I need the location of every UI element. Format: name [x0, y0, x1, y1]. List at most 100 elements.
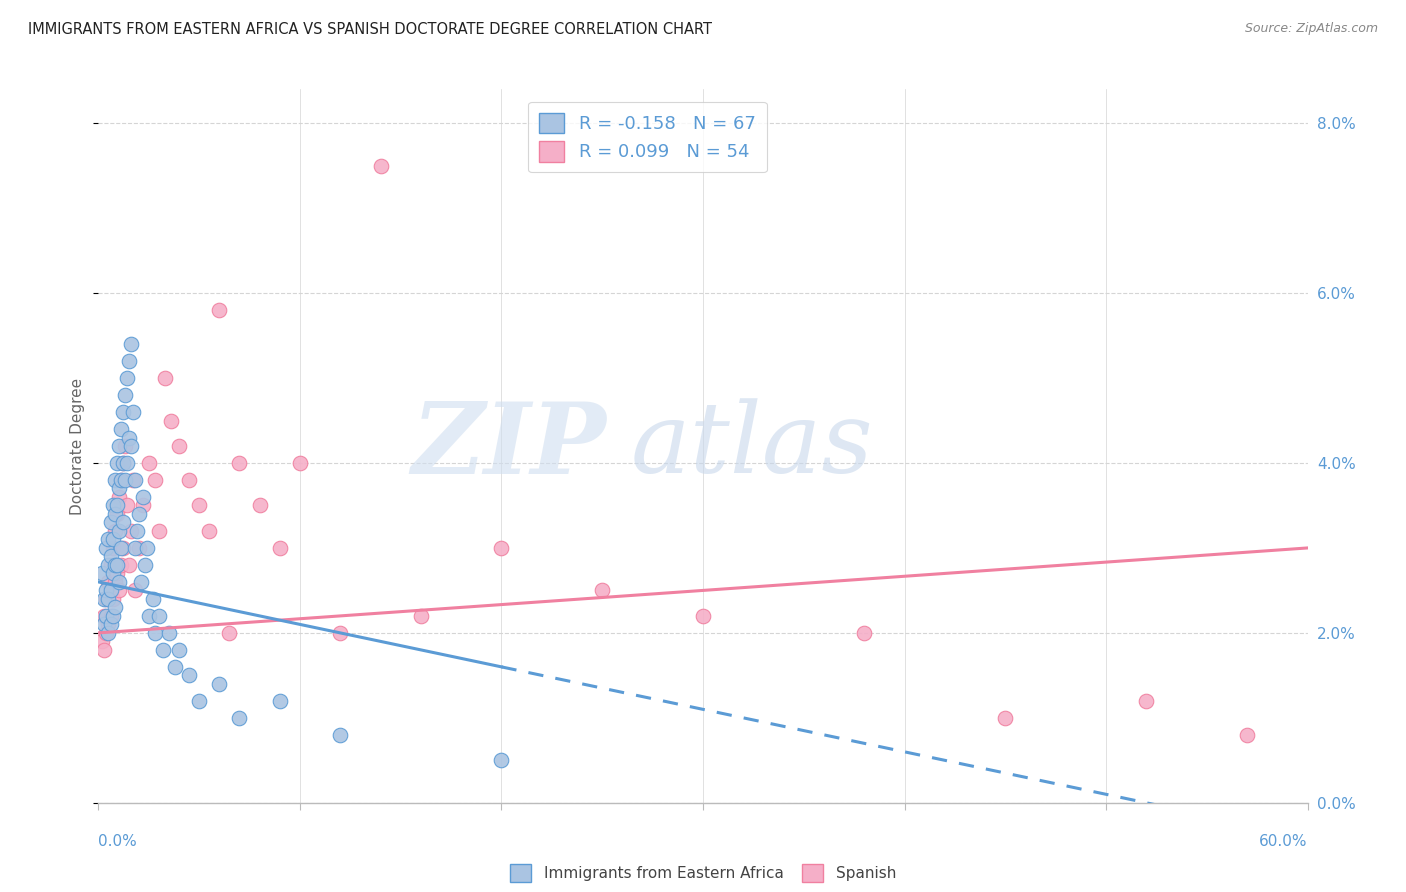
Point [853, 626, 876, 640]
Point [93, 591, 115, 606]
Point [111, 405, 134, 419]
Point [111, 516, 134, 530]
Point [269, 541, 291, 555]
Point [105, 558, 128, 572]
Point [97, 558, 120, 572]
Point [115, 371, 138, 385]
Point [96, 541, 118, 555]
Point [120, 439, 142, 453]
Point [370, 159, 392, 173]
Point [134, 558, 156, 572]
Point [103, 574, 125, 589]
Point [591, 583, 613, 598]
Point [198, 524, 221, 538]
Point [138, 456, 160, 470]
Point [167, 439, 190, 453]
Point [148, 524, 170, 538]
Point [91, 566, 114, 581]
Point [100, 558, 122, 572]
Point [409, 608, 432, 623]
Point [132, 490, 155, 504]
Point [97, 591, 120, 606]
Point [120, 524, 142, 538]
Point [100, 608, 122, 623]
Point [111, 456, 134, 470]
Point [101, 608, 124, 623]
Point [97, 533, 120, 547]
Point [167, 643, 190, 657]
Point [107, 583, 129, 598]
Point [110, 558, 132, 572]
Point [179, 473, 201, 487]
Point [105, 566, 128, 581]
Point [100, 516, 122, 530]
Point [101, 541, 124, 555]
Point [135, 541, 157, 555]
Point [208, 677, 231, 691]
Point [128, 507, 150, 521]
Point [128, 541, 150, 555]
Point [125, 524, 148, 538]
Text: ZIP: ZIP [412, 398, 606, 494]
Point [110, 473, 132, 487]
Point [491, 541, 513, 555]
Point [103, 473, 125, 487]
Point [110, 422, 132, 436]
Point [110, 473, 132, 487]
Point [103, 558, 125, 572]
Point [994, 711, 1017, 725]
Point [152, 643, 174, 657]
Point [100, 617, 122, 632]
Text: 0.0%: 0.0% [98, 834, 138, 849]
Point [118, 558, 141, 572]
Point [93, 643, 115, 657]
Text: 60.0%: 60.0% [1260, 834, 1308, 849]
Point [110, 541, 132, 555]
Point [103, 507, 125, 521]
Point [101, 566, 124, 581]
Point [1135, 694, 1157, 708]
Point [107, 482, 129, 496]
Point [105, 456, 128, 470]
Point [692, 608, 714, 623]
Point [153, 371, 176, 385]
Point [121, 405, 143, 419]
Point [114, 439, 136, 453]
Point [118, 430, 141, 444]
Point [188, 499, 211, 513]
Point [111, 456, 134, 470]
Point [132, 499, 155, 513]
Point [105, 499, 128, 513]
Point [1236, 728, 1258, 742]
Point [228, 711, 250, 725]
Point [96, 591, 118, 606]
Point [120, 337, 142, 351]
Point [114, 388, 136, 402]
Point [143, 473, 166, 487]
Point [124, 583, 146, 598]
Point [124, 473, 146, 487]
Point [93, 608, 115, 623]
Point [491, 753, 513, 767]
Point [105, 507, 128, 521]
Point [107, 490, 129, 504]
Legend: Immigrants from Eastern Africa, Spanish: Immigrants from Eastern Africa, Spanish [503, 858, 903, 888]
Point [129, 574, 152, 589]
Point [148, 608, 170, 623]
Point [101, 533, 124, 547]
Point [107, 574, 129, 589]
Point [228, 456, 250, 470]
Point [97, 617, 120, 632]
Point [269, 694, 291, 708]
Point [93, 617, 115, 632]
Point [96, 583, 118, 598]
Point [100, 583, 122, 598]
Point [103, 524, 125, 538]
Point [91, 634, 114, 648]
Point [107, 524, 129, 538]
Point [103, 600, 125, 615]
Point [179, 668, 201, 682]
Point [115, 456, 138, 470]
Point [143, 626, 166, 640]
Point [97, 574, 120, 589]
